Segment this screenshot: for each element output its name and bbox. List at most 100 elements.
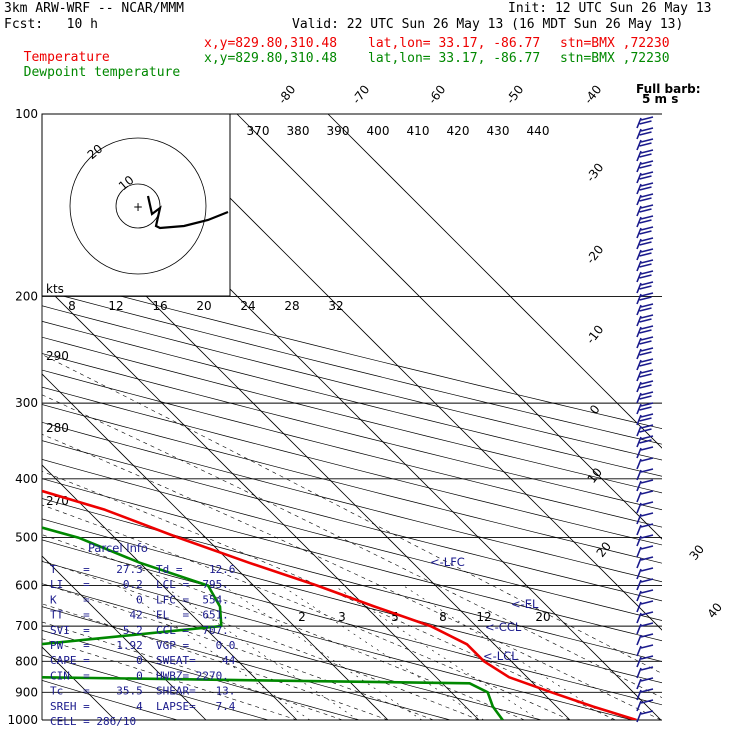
wind-barb-flag bbox=[640, 215, 654, 220]
wind-barb-flag bbox=[639, 329, 652, 334]
wind-barb-flag bbox=[640, 127, 654, 132]
wind-barb-flag bbox=[640, 490, 654, 495]
hodograph-frame bbox=[41, 113, 231, 297]
wind-barb-shaft bbox=[636, 139, 642, 151]
wind-barb-flag bbox=[640, 369, 654, 374]
isotherm-label: -30 bbox=[583, 161, 606, 185]
wind-barb-shaft bbox=[636, 546, 642, 558]
isotherm-line bbox=[42, 373, 389, 720]
theta-label: 430 bbox=[487, 124, 510, 138]
isotherm-label: 20 bbox=[594, 539, 614, 560]
dry-adiabat-line bbox=[42, 539, 662, 706]
wind-barb-shaft bbox=[636, 579, 642, 591]
temperature-stn: stn=BMX ,72230 bbox=[560, 36, 670, 51]
wind-barb-flag bbox=[640, 699, 654, 704]
isotherm-label: -80 bbox=[275, 83, 298, 107]
dry-adiabat-line bbox=[42, 561, 633, 720]
dewpoint-legend: Dewpoint temperature bbox=[8, 52, 181, 80]
parcel-info-row: PW = 1.92 VGP = 0.0 bbox=[50, 639, 235, 652]
wind-barb-shaft bbox=[636, 524, 642, 536]
wind-barb-shaft bbox=[636, 271, 642, 283]
wind-barb-flag bbox=[640, 193, 654, 198]
parcel-info-row: T = 27.3 Td = 12.6 bbox=[50, 563, 235, 576]
moist-adiabat-line bbox=[42, 471, 616, 720]
wind-barb-flag bbox=[640, 578, 654, 583]
wind-barb-shaft bbox=[636, 689, 642, 701]
wind-barb-shaft bbox=[636, 216, 642, 228]
wind-barb-flag bbox=[640, 435, 654, 440]
speed-axis-unit: kts bbox=[46, 282, 64, 296]
wind-barb-flag bbox=[640, 501, 654, 506]
theta-label: 390 bbox=[327, 124, 350, 138]
pressure-tick-label: 300 bbox=[15, 396, 38, 410]
wind-barb-flag bbox=[639, 219, 652, 224]
wind-barb-flag bbox=[640, 248, 654, 253]
dry-adiabat-line bbox=[42, 478, 662, 642]
parcel-info-row: LI = 0.2 LCL = 795. bbox=[50, 578, 229, 591]
wind-barb-shaft bbox=[636, 315, 642, 327]
wind-barb-flag bbox=[639, 208, 652, 213]
pressure-tick-label: 700 bbox=[15, 619, 38, 633]
wind-barb-flag bbox=[639, 351, 652, 356]
wind-barb-flag bbox=[639, 120, 652, 125]
level-markers: <-LFC <-EL <-CCL <-LCL bbox=[430, 555, 539, 663]
wind-barb-flag bbox=[639, 274, 652, 279]
wind-barb-flag bbox=[640, 633, 654, 638]
wind-barb-shaft bbox=[636, 568, 642, 580]
wind-barb-flag bbox=[640, 567, 654, 572]
hodograph-ring bbox=[115, 183, 161, 229]
wind-barb-shaft bbox=[636, 304, 642, 316]
dry-adiabat-line bbox=[42, 290, 662, 445]
parcel-info-row: SREH = 4 LAPSE= 7.4 bbox=[50, 700, 236, 713]
dewpoint-xy: x,y=829.80,310.48 bbox=[204, 51, 338, 66]
mixing-ratio-label: 2 bbox=[298, 610, 306, 624]
wind-barb-flag bbox=[640, 534, 654, 539]
wind-barb-shaft bbox=[636, 447, 642, 459]
wind-barb-flag bbox=[639, 230, 652, 235]
wind-barb-flag bbox=[640, 424, 654, 429]
speed-axis-tick: 28 bbox=[284, 299, 299, 313]
pressure-tick-label: 200 bbox=[15, 289, 38, 303]
dry-adiabat-line bbox=[42, 440, 662, 602]
dry-adiabat-line bbox=[42, 606, 451, 720]
wind-barb-shaft bbox=[636, 656, 642, 668]
wind-barb-flag bbox=[639, 142, 652, 147]
theta-label: 410 bbox=[407, 124, 430, 138]
wind-barb-flag bbox=[639, 164, 652, 169]
parcel-info-row: CAPE = 0 SWEAT= 44 bbox=[50, 654, 236, 667]
isotherm-label: -60 bbox=[425, 83, 448, 107]
legend-name: Dewpoint temperature bbox=[23, 65, 181, 80]
wind-barb-flag bbox=[639, 263, 652, 268]
isotherm-line bbox=[236, 114, 662, 540]
hodograph-ring bbox=[69, 137, 207, 275]
wind-barb-flag bbox=[640, 303, 654, 308]
dry-adiabat-line bbox=[42, 320, 662, 477]
wind-barb-flag bbox=[640, 336, 654, 341]
wind-barb-flag bbox=[640, 644, 654, 649]
wind-barb-flag bbox=[640, 380, 654, 385]
hodograph-center-marker: + bbox=[133, 200, 143, 214]
mixing-ratio-label: 20 bbox=[535, 610, 550, 624]
wind-barb-flag bbox=[640, 655, 654, 660]
wind-barb-shaft bbox=[636, 480, 642, 492]
pressure-tick-label: 600 bbox=[15, 579, 38, 593]
wind-barb-flag bbox=[639, 296, 652, 301]
wind-barb-flag bbox=[640, 710, 654, 715]
pressure-tick-label: 800 bbox=[15, 654, 38, 668]
wind-barb-shaft bbox=[636, 150, 642, 162]
dry-adiabat-line bbox=[42, 630, 360, 720]
model-title: 3km ARW-WRF -- NCAR/MMM bbox=[4, 1, 185, 16]
dry-adiabat-line bbox=[42, 275, 662, 430]
wind-barb-shaft bbox=[636, 172, 642, 184]
wind-barb-shaft bbox=[636, 183, 642, 195]
barb-legend-label: Full barb: bbox=[636, 82, 701, 96]
wind-barb-shaft bbox=[636, 414, 642, 426]
parcel-info-row: TT = 42 EL = 651. bbox=[50, 609, 229, 622]
wind-barb-flag bbox=[640, 512, 654, 517]
wind-barbs: Full barb:5 m s bbox=[636, 82, 701, 723]
wind-barb-flag bbox=[640, 237, 654, 242]
wind-barb-flag bbox=[640, 281, 654, 286]
wind-barb-shaft bbox=[636, 293, 642, 305]
temperature-latlon: lat,lon= 33.17, -86.77 bbox=[368, 36, 541, 51]
